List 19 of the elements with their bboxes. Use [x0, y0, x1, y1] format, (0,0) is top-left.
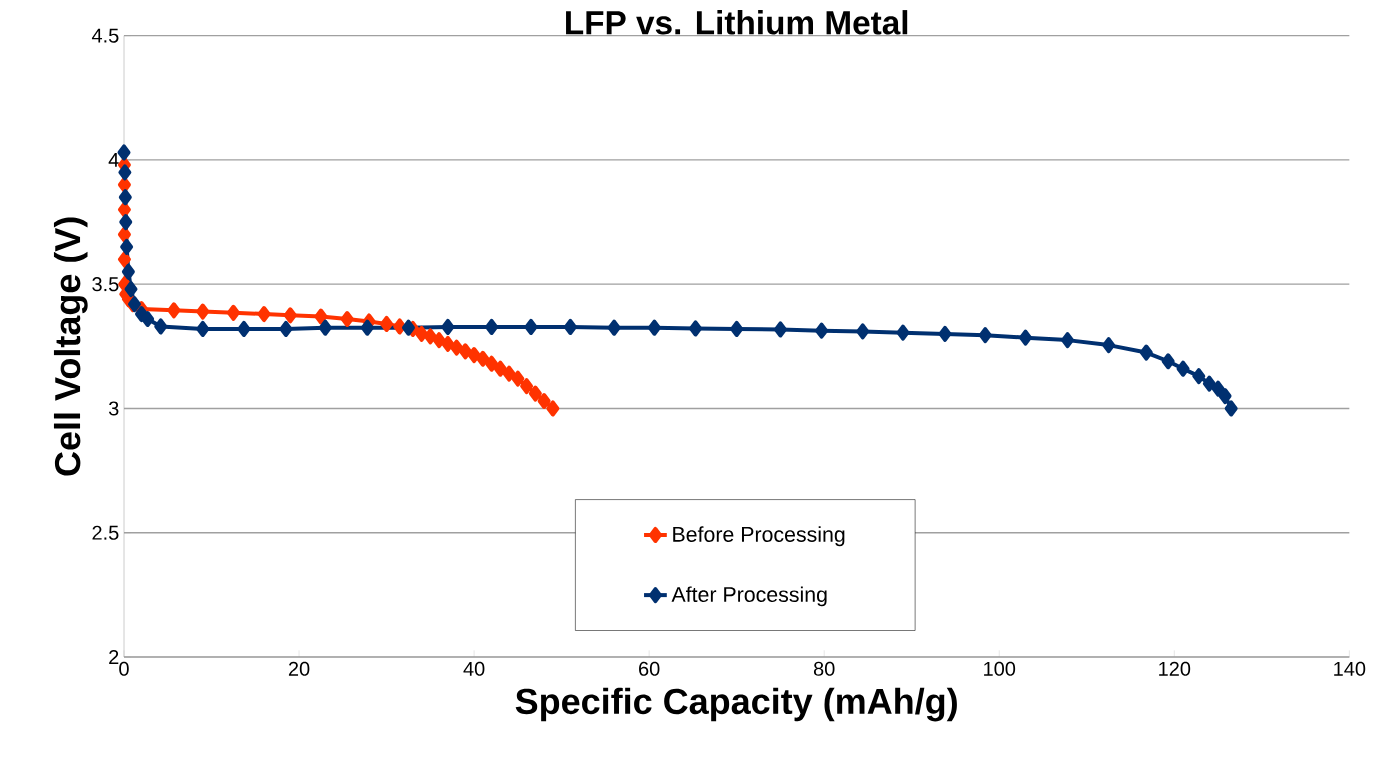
- y-tick-label: 2: [109, 650, 119, 664]
- legend-label: Before Processing: [673, 526, 845, 547]
- chart-title: LFP vs. Lithium Metal: [566, 10, 908, 35]
- y-tick-label: 2.5: [92, 525, 119, 540]
- y-tick-label: 4.5: [91, 28, 119, 43]
- y-tick-label: 3.5: [92, 277, 119, 292]
- x-tick-label: 60: [639, 661, 660, 676]
- x-tick-label: 0: [119, 661, 129, 676]
- x-tick-label: 140: [1334, 661, 1366, 676]
- x-tick-label: 20: [288, 661, 310, 676]
- x-tick-label: 80: [813, 661, 835, 676]
- y-axis-title: Cell Voltage (V): [53, 217, 88, 476]
- legend-label: After Processing: [671, 586, 827, 607]
- y-tick-label: 3: [108, 401, 119, 416]
- y-tick-label: 4: [108, 153, 119, 167]
- x-axis-title: Specific Capacity (mAh/g): [515, 687, 957, 722]
- x-tick-label: 100: [984, 661, 1016, 676]
- x-tick-label: 40: [463, 661, 485, 676]
- x-tick-label: 120: [1159, 661, 1191, 676]
